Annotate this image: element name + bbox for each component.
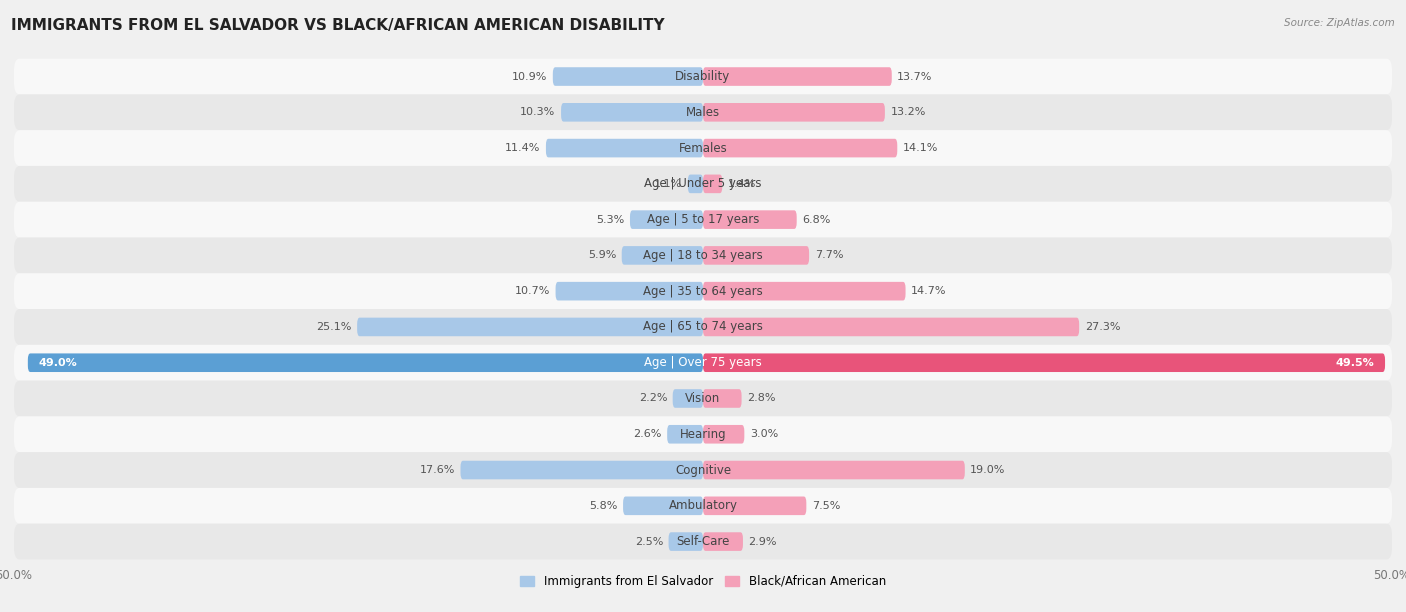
FancyBboxPatch shape [669,532,703,551]
Text: Males: Males [686,106,720,119]
FancyBboxPatch shape [703,282,905,300]
Text: 49.5%: 49.5% [1336,358,1374,368]
Text: 17.6%: 17.6% [419,465,456,475]
Text: 6.8%: 6.8% [803,215,831,225]
Text: 49.0%: 49.0% [39,358,77,368]
FancyBboxPatch shape [555,282,703,300]
FancyBboxPatch shape [14,202,1392,237]
Text: 14.7%: 14.7% [911,286,946,296]
FancyBboxPatch shape [357,318,703,336]
FancyBboxPatch shape [703,461,965,479]
FancyBboxPatch shape [703,174,723,193]
Text: Ambulatory: Ambulatory [668,499,738,512]
Text: 5.9%: 5.9% [588,250,616,260]
FancyBboxPatch shape [703,139,897,157]
Text: Source: ZipAtlas.com: Source: ZipAtlas.com [1284,18,1395,28]
Text: 14.1%: 14.1% [903,143,938,153]
FancyBboxPatch shape [14,381,1392,416]
Text: 2.5%: 2.5% [634,537,664,547]
Text: 7.5%: 7.5% [811,501,841,511]
FancyBboxPatch shape [703,67,891,86]
FancyBboxPatch shape [703,532,742,551]
FancyBboxPatch shape [630,211,703,229]
Text: 25.1%: 25.1% [316,322,352,332]
Text: Females: Females [679,141,727,155]
FancyBboxPatch shape [14,452,1392,488]
FancyBboxPatch shape [703,389,741,408]
Text: 5.8%: 5.8% [589,501,617,511]
FancyBboxPatch shape [703,246,808,265]
Text: Cognitive: Cognitive [675,463,731,477]
Text: 27.3%: 27.3% [1084,322,1121,332]
FancyBboxPatch shape [14,488,1392,524]
FancyBboxPatch shape [14,59,1392,94]
FancyBboxPatch shape [14,166,1392,202]
FancyBboxPatch shape [14,130,1392,166]
Text: Hearing: Hearing [679,428,727,441]
Text: Age | 18 to 34 years: Age | 18 to 34 years [643,249,763,262]
Text: IMMIGRANTS FROM EL SALVADOR VS BLACK/AFRICAN AMERICAN DISABILITY: IMMIGRANTS FROM EL SALVADOR VS BLACK/AFR… [11,18,665,34]
Text: Vision: Vision [685,392,721,405]
FancyBboxPatch shape [623,496,703,515]
Text: 1.1%: 1.1% [654,179,682,189]
Text: Age | 65 to 74 years: Age | 65 to 74 years [643,321,763,334]
FancyBboxPatch shape [703,353,1385,372]
Text: 10.9%: 10.9% [512,72,547,81]
Text: Age | 5 to 17 years: Age | 5 to 17 years [647,213,759,226]
Legend: Immigrants from El Salvador, Black/African American: Immigrants from El Salvador, Black/Afric… [516,570,890,592]
FancyBboxPatch shape [461,461,703,479]
Text: 10.3%: 10.3% [520,107,555,118]
FancyBboxPatch shape [703,318,1080,336]
Text: 2.9%: 2.9% [748,537,778,547]
FancyBboxPatch shape [688,174,703,193]
FancyBboxPatch shape [703,211,797,229]
FancyBboxPatch shape [621,246,703,265]
FancyBboxPatch shape [668,425,703,444]
FancyBboxPatch shape [703,425,744,444]
FancyBboxPatch shape [546,139,703,157]
Text: 13.7%: 13.7% [897,72,932,81]
Text: 2.2%: 2.2% [638,394,668,403]
Text: 3.0%: 3.0% [749,429,778,439]
Text: 5.3%: 5.3% [596,215,624,225]
FancyBboxPatch shape [14,237,1392,274]
FancyBboxPatch shape [28,353,703,372]
FancyBboxPatch shape [703,103,884,122]
Text: Age | Over 75 years: Age | Over 75 years [644,356,762,369]
Text: 1.4%: 1.4% [728,179,756,189]
FancyBboxPatch shape [14,274,1392,309]
Text: Self-Care: Self-Care [676,535,730,548]
Text: 7.7%: 7.7% [814,250,844,260]
FancyBboxPatch shape [561,103,703,122]
Text: Age | 35 to 64 years: Age | 35 to 64 years [643,285,763,297]
Text: Age | Under 5 years: Age | Under 5 years [644,177,762,190]
Text: Disability: Disability [675,70,731,83]
Text: 10.7%: 10.7% [515,286,550,296]
FancyBboxPatch shape [14,524,1392,559]
FancyBboxPatch shape [14,345,1392,381]
FancyBboxPatch shape [14,309,1392,345]
FancyBboxPatch shape [672,389,703,408]
FancyBboxPatch shape [14,416,1392,452]
Text: 13.2%: 13.2% [890,107,925,118]
Text: 19.0%: 19.0% [970,465,1005,475]
FancyBboxPatch shape [553,67,703,86]
Text: 11.4%: 11.4% [505,143,540,153]
Text: 2.8%: 2.8% [747,394,776,403]
Text: 2.6%: 2.6% [633,429,662,439]
FancyBboxPatch shape [14,94,1392,130]
FancyBboxPatch shape [703,496,807,515]
